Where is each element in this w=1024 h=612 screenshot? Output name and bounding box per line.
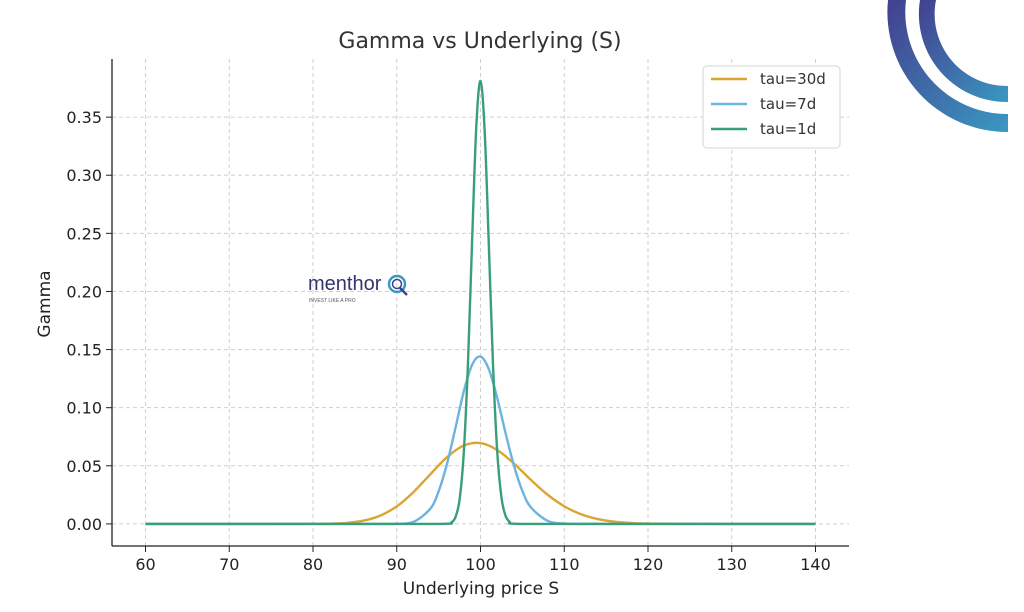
watermark-brand: menthor <box>308 273 382 295</box>
x-tick-label: 110 <box>549 555 580 574</box>
legend-label: tau=7d <box>760 95 816 113</box>
y-tick-label: 0.05 <box>66 457 102 476</box>
legend: tau=30d tau=7d tau=1d <box>702 65 841 149</box>
y-tick-label: 0.00 <box>66 515 102 534</box>
x-tick-label: 70 <box>219 555 239 574</box>
x-tick-label: 80 <box>303 555 323 574</box>
x-axis-label: Underlying price S <box>403 579 559 599</box>
x-tick-label: 90 <box>387 555 407 574</box>
series-lines <box>145 79 816 526</box>
x-tick-label: 140 <box>800 555 831 574</box>
series-line-tau=1d <box>145 79 816 526</box>
y-tick-label: 0.15 <box>66 341 102 360</box>
x-tick-label: 100 <box>465 555 496 574</box>
corner-arcs-decoration <box>887 0 1008 133</box>
y-tick-label: 0.25 <box>66 224 102 243</box>
y-tick-label: 0.20 <box>66 282 102 301</box>
y-axis-label: Gamma <box>35 270 55 337</box>
x-tick-label: 60 <box>135 555 155 574</box>
legend-label: tau=1d <box>760 120 816 138</box>
watermark-logo: menthor INVEST LIKE A PRO <box>308 273 408 304</box>
y-tick-label: 0.10 <box>66 399 102 418</box>
x-tick-label: 130 <box>716 555 747 574</box>
y-tick-label: 0.35 <box>66 108 102 127</box>
x-tick-label: 120 <box>633 555 664 574</box>
chart-title: Gamma vs Underlying (S) <box>338 29 621 54</box>
y-tick-label: 0.30 <box>66 166 102 185</box>
axes: 60 70 80 90 100 110 120 130 140 0.00 0.05 0.10 0.15 0… <box>66 59 849 574</box>
legend-label: tau=30d <box>760 70 826 88</box>
legend-box <box>702 65 841 149</box>
watermark-tagline: INVEST LIKE A PRO <box>309 298 356 304</box>
